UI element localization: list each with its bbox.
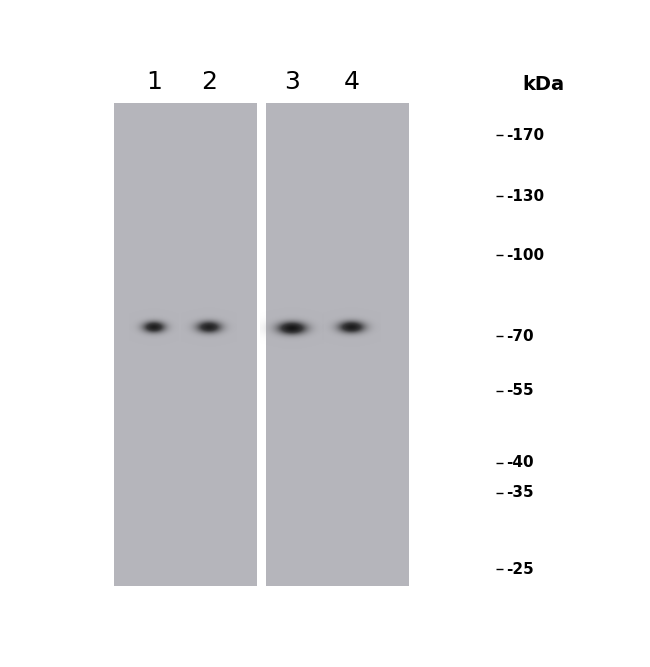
Text: -40: -40 (506, 455, 534, 470)
Bar (266, 103, 409, 586)
Bar (114, 103, 257, 586)
Text: -55: -55 (506, 383, 534, 398)
Text: kDa: kDa (523, 75, 565, 94)
Text: 4: 4 (343, 70, 359, 94)
Text: 2: 2 (201, 70, 217, 94)
Text: -25: -25 (506, 562, 534, 576)
Text: -130: -130 (506, 189, 544, 203)
Text: -170: -170 (506, 128, 544, 143)
Text: -100: -100 (506, 248, 544, 263)
Text: 1: 1 (146, 70, 162, 94)
Text: -35: -35 (506, 486, 534, 500)
Text: 3: 3 (284, 70, 300, 94)
Text: -70: -70 (506, 329, 534, 344)
